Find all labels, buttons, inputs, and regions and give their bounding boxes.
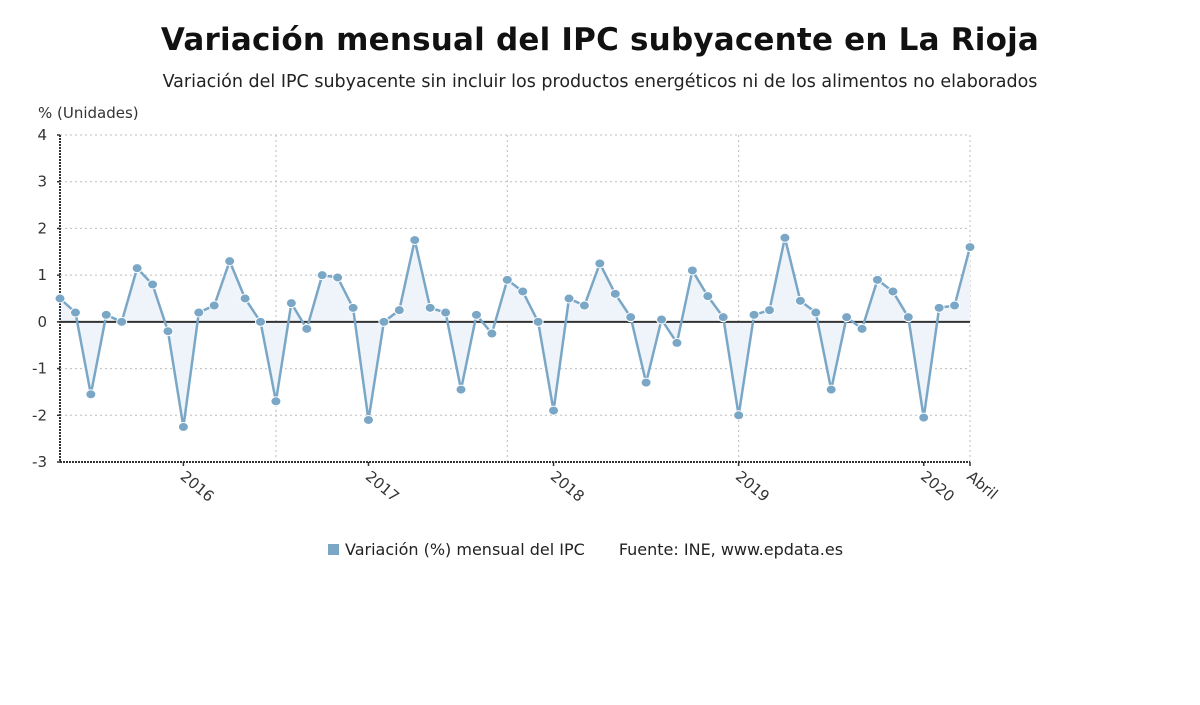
data-point[interactable]	[347, 302, 359, 313]
data-point[interactable]	[517, 286, 529, 297]
data-point[interactable]	[501, 274, 513, 285]
data-point[interactable]	[702, 291, 714, 302]
x-tick-label: 2016	[177, 467, 218, 505]
legend-swatch-icon	[328, 544, 339, 555]
horizontal-gridlines	[60, 134, 970, 416]
series-area-fill	[60, 237, 970, 427]
data-point[interactable]	[393, 305, 405, 316]
y-tick-label: -2	[32, 406, 47, 424]
data-point[interactable]	[810, 307, 822, 318]
series-points	[54, 232, 976, 432]
data-point[interactable]	[609, 288, 621, 299]
chart-subtitle: Variación del IPC subyacente sin incluir…	[162, 72, 1038, 92]
x-axis-ticks: 2016 2017 2018 2019 2020 Abril	[177, 462, 1001, 506]
data-point[interactable]	[85, 389, 97, 400]
data-point[interactable]	[825, 384, 837, 395]
data-point[interactable]	[548, 405, 560, 416]
data-point[interactable]	[640, 377, 652, 388]
data-point[interactable]	[964, 242, 976, 253]
data-point[interactable]	[887, 286, 899, 297]
data-point[interactable]	[147, 279, 159, 290]
data-point[interactable]	[131, 263, 143, 274]
data-point[interactable]	[578, 300, 590, 311]
data-point[interactable]	[656, 314, 668, 325]
source-label: Fuente: INE, www.epdata.es	[618, 540, 844, 559]
data-point[interactable]	[918, 412, 930, 423]
y-tick-label: 3	[37, 173, 47, 191]
data-point[interactable]	[440, 307, 452, 318]
data-point[interactable]	[378, 316, 390, 327]
x-tick-label: 2017	[362, 467, 403, 505]
data-point[interactable]	[856, 323, 868, 334]
x-tick-label: 2019	[732, 467, 773, 505]
x-tick-label: 2018	[547, 467, 588, 505]
data-point[interactable]	[717, 312, 729, 323]
data-point[interactable]	[594, 258, 606, 269]
data-point[interactable]	[871, 274, 883, 285]
data-point[interactable]	[208, 300, 220, 311]
data-point[interactable]	[224, 256, 236, 267]
data-point[interactable]	[270, 396, 282, 407]
data-point[interactable]	[193, 307, 205, 318]
chart-title: Variación mensual del IPC subyacente en …	[160, 22, 1040, 58]
data-point[interactable]	[116, 316, 128, 327]
data-point[interactable]	[779, 232, 791, 243]
y-tick-label: -1	[32, 360, 47, 378]
data-point[interactable]	[748, 309, 760, 320]
data-point[interactable]	[316, 270, 328, 281]
x-tick-label: 2020	[917, 467, 958, 505]
data-point[interactable]	[563, 293, 575, 304]
data-point[interactable]	[255, 316, 267, 327]
data-point[interactable]	[100, 309, 112, 320]
data-point[interactable]	[794, 295, 806, 306]
data-point[interactable]	[902, 312, 914, 323]
data-point[interactable]	[455, 384, 467, 395]
data-point[interactable]	[933, 302, 945, 313]
data-point[interactable]	[162, 326, 174, 337]
data-point[interactable]	[424, 302, 436, 313]
data-point[interactable]	[54, 293, 66, 304]
data-point[interactable]	[239, 293, 251, 304]
data-point[interactable]	[69, 307, 81, 318]
y-tick-label: 4	[37, 126, 47, 144]
data-point[interactable]	[671, 337, 683, 348]
y-tick-label: 1	[37, 266, 47, 284]
data-point[interactable]	[686, 265, 698, 276]
x-tick-label: Abril	[963, 467, 1001, 503]
data-point[interactable]	[949, 300, 961, 311]
legend: Variación (%) mensual del IPC Fuente: IN…	[328, 540, 843, 559]
y-tick-label: 2	[37, 219, 47, 237]
y-tick-label: -3	[32, 453, 47, 471]
y-axis-label: % (Unidades)	[38, 104, 139, 122]
data-point[interactable]	[301, 323, 313, 334]
data-point[interactable]	[733, 410, 745, 421]
data-point[interactable]	[841, 312, 853, 323]
data-point[interactable]	[285, 298, 297, 309]
data-point[interactable]	[532, 316, 544, 327]
data-point[interactable]	[177, 421, 189, 432]
data-point[interactable]	[763, 305, 775, 316]
data-point[interactable]	[332, 272, 344, 283]
data-point[interactable]	[625, 312, 637, 323]
data-point[interactable]	[470, 309, 482, 320]
data-point[interactable]	[409, 235, 421, 246]
legend-series-label[interactable]: Variación (%) mensual del IPC	[345, 540, 585, 559]
data-point[interactable]	[486, 328, 498, 339]
data-point[interactable]	[362, 414, 374, 425]
vertical-gridlines	[275, 135, 971, 462]
y-tick-label: 0	[37, 313, 47, 331]
